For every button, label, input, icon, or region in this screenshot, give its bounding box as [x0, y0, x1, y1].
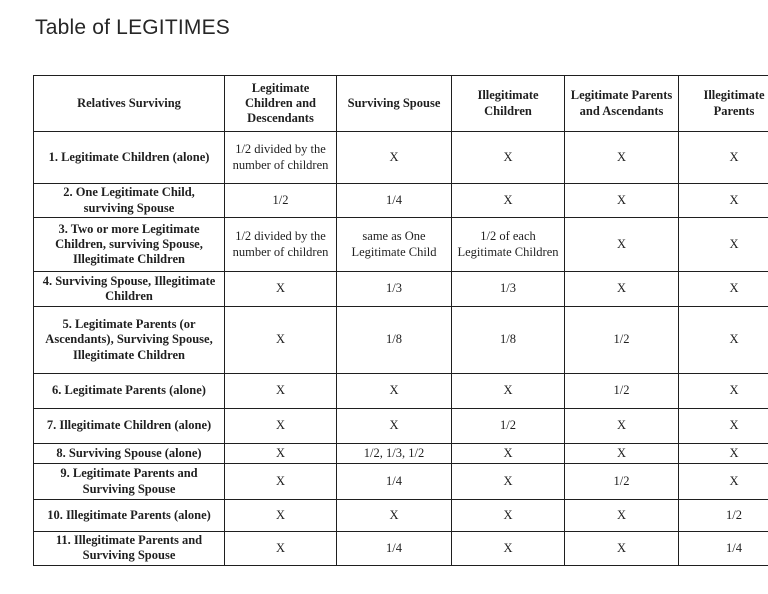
table-cell: 1/2: [564, 463, 679, 500]
table-cell: X: [678, 443, 768, 464]
table-cell: X: [224, 531, 337, 566]
table-row: 6. Legitimate Parents (alone) X X X 1/2 X: [33, 373, 768, 409]
table-cell: 1/3: [336, 271, 452, 307]
table-row: 2. One Legitimate Child, surviving Spous…: [33, 183, 768, 218]
table-cell: X: [451, 131, 565, 184]
table-cell: 1/3: [451, 271, 565, 307]
table-cell: X: [336, 408, 452, 444]
table-cell: 1/8: [336, 306, 452, 374]
table-body: 1. Legitimate Children (alone) 1/2 divide…: [33, 131, 768, 566]
column-header: Legitimate Children and Descendants: [224, 75, 337, 132]
row-label: 1. Legitimate Children (alone): [33, 131, 225, 184]
table-cell: X: [451, 373, 565, 409]
table-cell: X: [336, 131, 452, 184]
table-row: 7. Illegitimate Children (alone) X X 1/2 X X: [33, 408, 768, 444]
table-cell: X: [678, 463, 768, 500]
table-cell: 1/2, 1/3, 1/2: [336, 443, 452, 464]
table-row: 4. Surviving Spouse, Illegitimate Childr…: [33, 271, 768, 307]
table-cell: X: [336, 499, 452, 532]
table-cell: X: [224, 271, 337, 307]
table-cell: X: [224, 443, 337, 464]
legitimes-table: Relatives Surviving Legitimate Children a…: [33, 75, 768, 566]
column-header: Surviving Spouse: [336, 75, 452, 132]
table-cell: 1/2 divided by the number of children: [224, 131, 337, 184]
row-label: 2. One Legitimate Child, surviving Spous…: [33, 183, 225, 218]
table-cell: X: [224, 499, 337, 532]
row-label: 3. Two or more Legitimate Children, surv…: [33, 217, 225, 272]
table-cell: X: [224, 373, 337, 409]
table-cell: X: [678, 217, 768, 272]
table-cell: X: [678, 271, 768, 307]
table-cell: X: [564, 131, 679, 184]
table-cell: X: [678, 183, 768, 218]
table-cell: X: [451, 443, 565, 464]
table-row: 1. Legitimate Children (alone) 1/2 divide…: [33, 131, 768, 184]
table-cell: 1/2: [678, 499, 768, 532]
table-cell: X: [564, 531, 679, 566]
table-cell: 1/8: [451, 306, 565, 374]
table-cell: X: [678, 408, 768, 444]
table-cell: 1/4: [336, 463, 452, 500]
table-cell: 1/2: [451, 408, 565, 444]
table-cell: X: [564, 443, 679, 464]
table-row: 8. Surviving Spouse (alone) X 1/2, 1/3, 1/…: [33, 443, 768, 464]
row-label: 7. Illegitimate Children (alone): [33, 408, 225, 444]
column-header: Illegitimate Children: [451, 75, 565, 132]
table-cell: X: [564, 408, 679, 444]
table-cell: X: [564, 217, 679, 272]
table-row: 5. Legitimate Parents (or Ascendants), S…: [33, 306, 768, 374]
table-header-row: Relatives Surviving Legitimate Children a…: [33, 75, 768, 132]
table-head: Relatives Surviving Legitimate Children a…: [33, 75, 768, 132]
column-header: Relatives Surviving: [33, 75, 225, 132]
table-cell: same as One Legitimate Child: [336, 217, 452, 272]
table-row: 9. Legitimate Parents and Surviving Spou…: [33, 463, 768, 500]
row-label: 5. Legitimate Parents (or Ascendants), S…: [33, 306, 225, 374]
table-cell: X: [451, 183, 565, 218]
table-cell: X: [564, 183, 679, 218]
table-cell: 1/4: [678, 531, 768, 566]
table-cell: 1/4: [336, 531, 452, 566]
table-cell: X: [678, 306, 768, 374]
table-cell: X: [224, 306, 337, 374]
table-row: 3. Two or more Legitimate Children, surv…: [33, 217, 768, 272]
table-cell: 1/4: [336, 183, 452, 218]
table-cell: X: [564, 499, 679, 532]
row-label: 10. Illegitimate Parents (alone): [33, 499, 225, 532]
table-cell: 1/2: [564, 306, 679, 374]
table-cell: 1/2: [224, 183, 337, 218]
table-cell: 1/2 divided by the number of children: [224, 217, 337, 272]
table-row: 11. Illegitimate Parents and Surviving S…: [33, 531, 768, 566]
table-cell: X: [451, 531, 565, 566]
row-label: 11. Illegitimate Parents and Surviving S…: [33, 531, 225, 566]
table-cell: X: [451, 499, 565, 532]
table-cell: 1/2: [564, 373, 679, 409]
row-label: 9. Legitimate Parents and Surviving Spou…: [33, 463, 225, 500]
table-row: 10. Illegitimate Parents (alone) X X X X 1/2: [33, 499, 768, 532]
table-cell: 1/2 of each Legitimate Children: [451, 217, 565, 272]
table-cell: X: [451, 463, 565, 500]
page-title: Table of LEGITIMES: [35, 16, 231, 39]
row-label: 6. Legitimate Parents (alone): [33, 373, 225, 409]
table-cell: X: [224, 463, 337, 500]
row-label: 8. Surviving Spouse (alone): [33, 443, 225, 464]
table-cell: X: [336, 373, 452, 409]
table-cell: X: [678, 131, 768, 184]
table-cell: X: [564, 271, 679, 307]
column-header: Legitimate Parents and Ascendants: [564, 75, 679, 132]
row-label: 4. Surviving Spouse, Illegitimate Childr…: [33, 271, 225, 307]
table-cell: X: [224, 408, 337, 444]
column-header: Illegitimate Parents: [678, 75, 768, 132]
table-cell: X: [678, 373, 768, 409]
